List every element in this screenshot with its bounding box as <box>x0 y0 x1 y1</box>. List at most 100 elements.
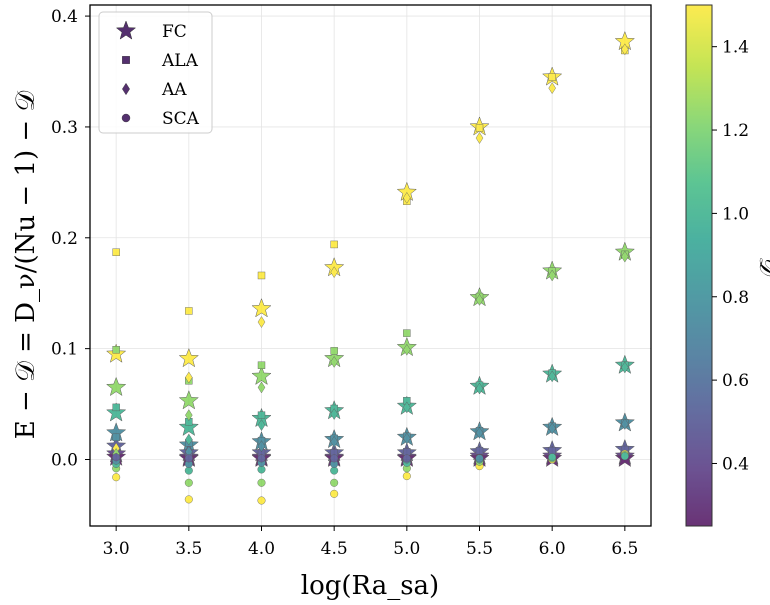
aa-point <box>122 82 130 96</box>
sca-point <box>548 453 557 462</box>
aa-point <box>548 370 556 383</box>
aa-point <box>257 440 266 453</box>
aa-point <box>330 266 338 279</box>
ala-point <box>403 448 411 456</box>
colorbar-tick-label: 0.4 <box>722 454 749 474</box>
x-tick-label: 3.0 <box>103 539 130 559</box>
aa-point <box>185 433 193 446</box>
sca-point <box>184 478 193 487</box>
ala-point <box>122 56 130 64</box>
y-tick-label: 0.0 <box>51 450 78 470</box>
sca-point <box>402 454 411 463</box>
sca-point <box>330 478 339 487</box>
sca-point <box>330 489 339 498</box>
aa-point <box>475 293 484 306</box>
aa-point <box>403 343 411 356</box>
aa-point <box>330 435 338 448</box>
y-tick-label: 0.2 <box>51 229 78 249</box>
ala-point <box>330 347 338 355</box>
fc-point <box>178 347 200 368</box>
aa-point <box>330 408 338 420</box>
aa-point <box>621 43 629 56</box>
x-tick-label: 4.5 <box>321 539 348 559</box>
colorbar-tick-label: 1.0 <box>722 204 749 224</box>
colorbar-tick-label: 1.2 <box>722 121 749 141</box>
aa-point <box>257 381 266 394</box>
aa-point <box>621 418 629 430</box>
x-tick-label: 5.5 <box>466 539 493 559</box>
sca-point <box>330 454 339 463</box>
sca-point <box>112 453 121 462</box>
ala-point <box>475 446 484 455</box>
aa-point <box>548 422 556 435</box>
aa-point <box>548 82 556 95</box>
aa-point <box>403 432 411 445</box>
aa-point <box>257 419 266 431</box>
legend-label-ala: ALA <box>161 51 199 71</box>
aa-point <box>475 427 484 439</box>
axis-ticks: 3.0 3.5 4.0 4.5 5.0 5.5 6.0 6.5 0.0 0.1 0.2 0.3 0.4 <box>51 7 638 559</box>
fc-point <box>115 20 137 40</box>
ala-point <box>257 411 266 419</box>
aa-point <box>185 371 193 384</box>
ala-point <box>257 271 266 280</box>
ala-point <box>475 124 484 132</box>
x-tick-label: 6.5 <box>611 539 638 559</box>
ala-point <box>112 346 120 354</box>
aa-point <box>621 361 629 374</box>
ala-point <box>548 73 556 81</box>
data-points <box>105 30 636 505</box>
fc-point <box>251 365 272 386</box>
ala-point <box>112 248 120 256</box>
y-axis-label: E − 𝒟 = D_ν/(Nu − 1) − 𝒟 <box>11 91 41 440</box>
sca-point <box>475 454 484 463</box>
y-tick-label: 0.4 <box>51 7 78 27</box>
ala-point <box>112 433 120 442</box>
ala-point <box>257 361 266 369</box>
aa-point <box>403 401 411 414</box>
aa-point <box>475 132 484 144</box>
x-tick-label: 6.0 <box>539 539 566 559</box>
aa-point <box>330 356 338 368</box>
legend-box <box>98 11 213 134</box>
aa-point <box>621 250 629 263</box>
legend: FC ALA AA SCA <box>98 11 213 134</box>
ala-point <box>185 307 193 315</box>
sca-point <box>184 495 193 504</box>
colorbar-label: 𝒟 <box>754 256 770 278</box>
colorbar-tick-label: 0.8 <box>722 288 749 308</box>
fc-point <box>105 402 127 422</box>
sca-point <box>257 478 266 487</box>
ala-point <box>330 240 338 249</box>
fc-point <box>178 416 200 437</box>
x-tick-label: 5.0 <box>393 539 420 559</box>
colorbar-tick-label: 0.6 <box>722 371 749 391</box>
legend-label-aa: AA <box>161 80 187 100</box>
y-tick-label: 0.3 <box>51 118 78 138</box>
ala-point <box>403 329 411 337</box>
aa-point <box>475 382 484 395</box>
x-tick-label: 4.0 <box>248 539 275 559</box>
sca-point <box>121 113 131 123</box>
fc-point <box>178 390 200 410</box>
sca-point <box>184 454 193 463</box>
fc-point <box>105 376 127 397</box>
colorbar-gradient <box>685 4 713 527</box>
aa-point <box>257 316 266 328</box>
sca-point <box>112 473 121 482</box>
legend-label-sca: SCA <box>162 109 200 129</box>
colorbar: 0.4 0.6 0.8 1.0 1.2 1.4 𝒟 <box>685 4 770 527</box>
colorbar-ticks: 0.4 0.6 0.8 1.0 1.2 1.4 <box>712 38 749 474</box>
y-tick-label: 0.1 <box>51 340 78 360</box>
ala-point <box>548 446 556 455</box>
x-tick-label: 3.5 <box>175 539 202 559</box>
aa-point <box>548 269 556 282</box>
sca-point <box>257 454 266 463</box>
sca-point <box>402 472 411 481</box>
x-axis-label: log(Ra_sa) <box>301 571 439 601</box>
sca-point <box>257 496 266 505</box>
fc-point <box>251 298 272 318</box>
aa-point <box>403 192 411 204</box>
ala-point <box>112 403 120 412</box>
